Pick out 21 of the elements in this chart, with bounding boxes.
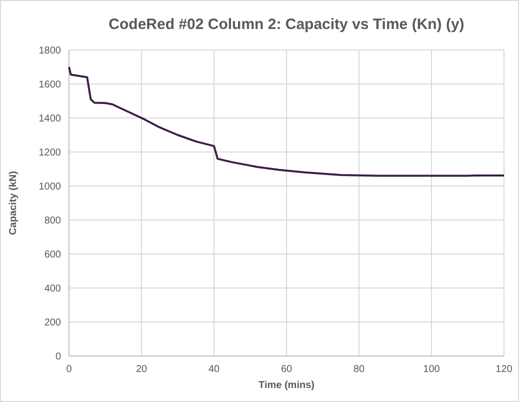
chart-title: CodeRed #02 Column 2: Capacity vs Time (Kn) (y)	[108, 16, 464, 33]
x-tick-label: 40	[208, 364, 220, 375]
x-tick-label: 60	[280, 364, 292, 375]
y-tick-label: 1000	[38, 182, 62, 192]
x-tick-label: 100	[423, 364, 440, 375]
x-tick-label: 20	[136, 364, 148, 375]
y-tick-label: 1200	[38, 148, 62, 158]
y-axis-title: Capacity (kN)	[8, 171, 19, 235]
y-tick-label: 800	[44, 216, 62, 226]
x-axis-title: Time (mins)	[258, 380, 314, 391]
y-tick-label: 400	[44, 284, 62, 294]
y-tick-label: 1600	[38, 80, 62, 90]
y-tick-label: 600	[44, 250, 62, 260]
x-tick-label: 80	[353, 364, 365, 375]
line-series	[68, 66, 505, 177]
y-tick-label: 200	[44, 318, 62, 328]
y-tick-label: 0	[55, 352, 62, 362]
y-tick-label: 1400	[38, 114, 62, 124]
y-tick-label: 1800	[38, 46, 62, 56]
x-tick-label: 0	[66, 364, 72, 375]
x-tick-label: 120	[496, 364, 513, 375]
